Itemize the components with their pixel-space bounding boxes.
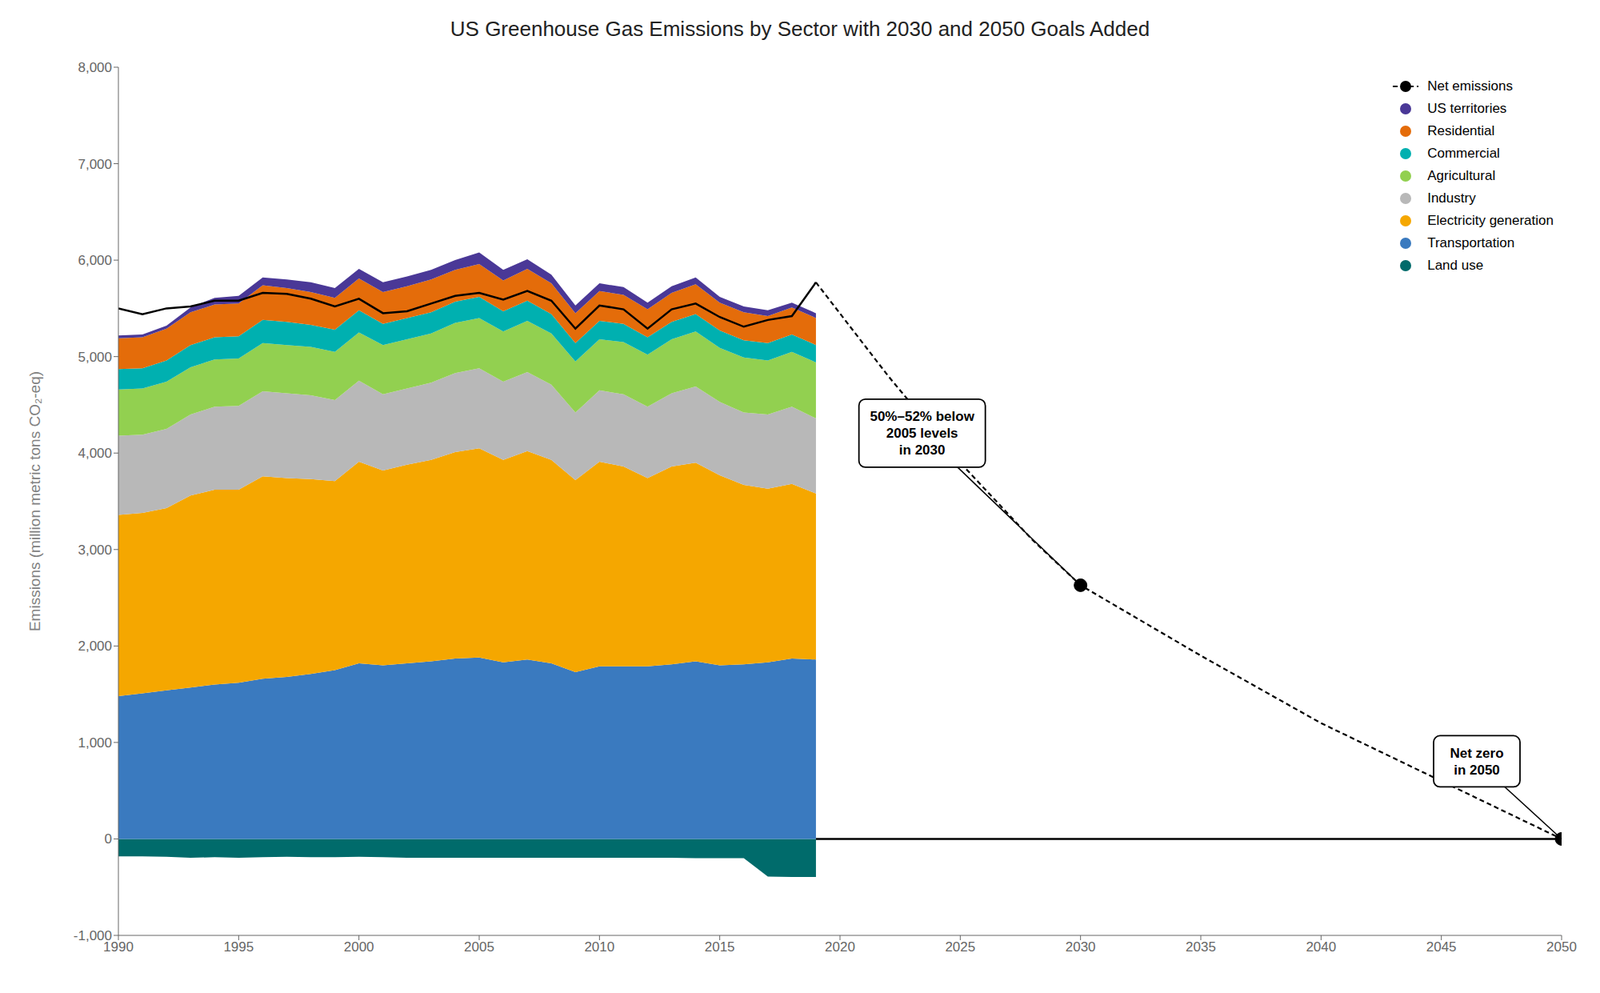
svg-text:2020: 2020 (824, 939, 856, 955)
svg-text:2015: 2015 (704, 939, 736, 955)
svg-text:2,000: 2,000 (77, 638, 112, 654)
svg-text:2040: 2040 (1305, 939, 1336, 955)
svg-text:1990: 1990 (103, 939, 134, 955)
html-text:Electricity generation: Electricity generation (1427, 212, 1554, 228)
html-text:US Greenhouse Gas Emissions by: US Greenhouse Gas Emissions by Sector wi… (450, 16, 1150, 41)
html-text:US territories: US territories (1427, 100, 1507, 116)
html-text:Commercial: Commercial (1427, 145, 1500, 161)
svg-text:5,000: 5,000 (77, 349, 112, 365)
svg-text:6,000: 6,000 (77, 252, 112, 268)
svg-text:2035: 2035 (1185, 939, 1216, 955)
svg-text:1995: 1995 (223, 939, 254, 955)
svg-text:0: 0 (104, 831, 112, 847)
svg-text:-1,000: -1,000 (73, 928, 112, 944)
html-text:Net emissions: Net emissions (1427, 78, 1513, 94)
html-text:Industry: Industry (1427, 190, 1476, 206)
svg-text:Net zeroin 2050: Net zeroin 2050 (1449, 745, 1504, 778)
svg-text:2000: 2000 (344, 939, 375, 955)
svg-text:2045: 2045 (1426, 939, 1457, 955)
svg-text:2010: 2010 (584, 939, 615, 955)
svg-text:Emissions (million metric tons: Emissions (million metric tons CO₂-eq) (26, 371, 44, 632)
svg-text:8,000: 8,000 (77, 60, 112, 76)
svg-text:50%–52% below2005 levelsin 203: 50%–52% below2005 levelsin 2030 (869, 408, 975, 458)
svg-text:7,000: 7,000 (77, 156, 112, 172)
svg-text:3,000: 3,000 (77, 542, 112, 558)
svg-text:2025: 2025 (944, 939, 976, 955)
svg-text:4,000: 4,000 (77, 445, 112, 461)
svg-text:2005: 2005 (464, 939, 495, 955)
html-text:Land use: Land use (1427, 257, 1484, 273)
svg-text:2030: 2030 (1065, 939, 1096, 955)
html-text:Transportation: Transportation (1427, 235, 1515, 251)
html-text:Residential: Residential (1427, 123, 1495, 139)
html-text:Agricultural: Agricultural (1427, 168, 1496, 184)
svg-text:2050: 2050 (1546, 939, 1577, 955)
svg-text:1,000: 1,000 (77, 735, 112, 751)
